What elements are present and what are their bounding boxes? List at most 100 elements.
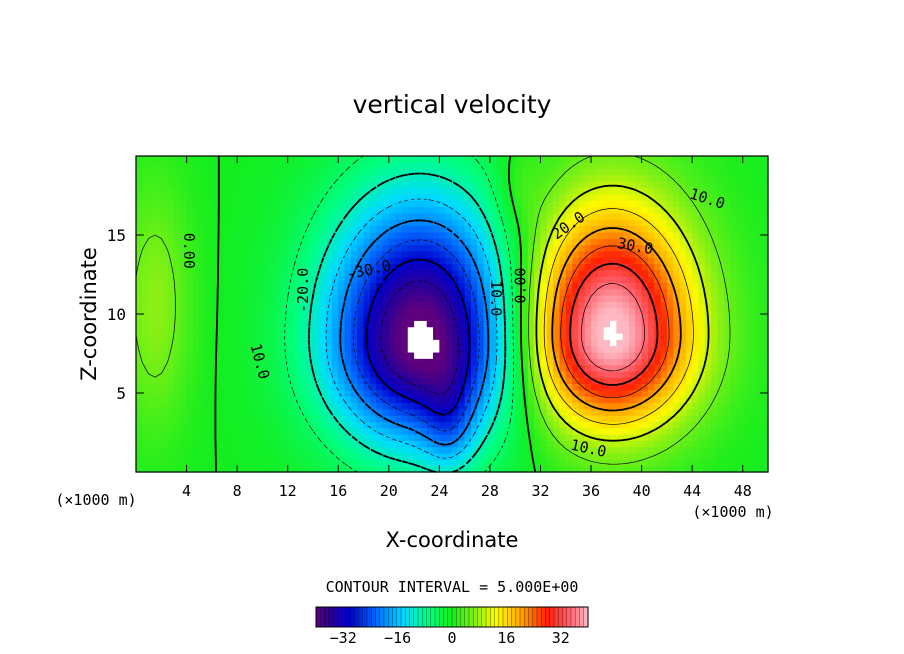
field-cell: [736, 288, 744, 296]
field-cell: [211, 295, 219, 302]
field-cell: [433, 370, 440, 378]
field-cell: [407, 206, 415, 214]
field-cell: [287, 358, 295, 366]
field-cell: [319, 320, 327, 328]
field-cell: [540, 288, 548, 296]
field-cell: [698, 250, 706, 258]
field-cell: [211, 231, 219, 239]
field-cell: [654, 307, 662, 315]
field-cell: [319, 427, 327, 435]
field-cell: [673, 415, 681, 423]
field-cell: [692, 421, 700, 429]
field-cell: [382, 320, 390, 328]
field-cell: [439, 320, 447, 328]
field-cell: [565, 301, 573, 309]
field-cell: [420, 250, 428, 258]
field-cell: [395, 402, 403, 410]
field-cell: [407, 162, 415, 170]
field-cell: [369, 377, 377, 385]
field-cell: [628, 358, 636, 366]
field-cell: [591, 402, 598, 410]
field-cell: [306, 250, 314, 258]
field-cell: [723, 295, 731, 302]
field-cell: [622, 231, 630, 239]
field-cell: [572, 370, 579, 378]
field-cell: [572, 415, 579, 423]
field-cell: [382, 181, 390, 189]
field-cell: [730, 440, 737, 448]
field-cell: [736, 250, 744, 258]
field-cell: [237, 200, 245, 208]
field-cell: [489, 389, 497, 397]
field-cell: [294, 427, 301, 435]
field-cell: [230, 162, 238, 170]
field-cell: [673, 307, 681, 315]
field-cell: [350, 453, 358, 460]
field-cell: [559, 370, 567, 378]
field-cell: [647, 162, 655, 170]
field-cell: [230, 156, 238, 163]
field-cell: [414, 276, 421, 283]
field-cell: [287, 212, 295, 220]
field-cell: [325, 244, 333, 252]
field-cell: [489, 421, 497, 429]
field-cell: [243, 301, 251, 309]
field-cell: [534, 389, 542, 397]
field-cell: [433, 332, 440, 340]
field-cell: [148, 219, 156, 227]
field-cell: [161, 307, 169, 315]
field-cell: [489, 440, 497, 448]
field-cell: [300, 320, 308, 328]
field-cell: [173, 326, 181, 334]
field-cell: [616, 301, 624, 309]
field-cell: [167, 156, 175, 163]
field-cell: [654, 377, 662, 385]
field-cell: [761, 339, 769, 347]
field-cell: [622, 219, 630, 227]
field-cell: [180, 389, 188, 397]
field-cell: [382, 459, 390, 467]
field-cell: [641, 434, 649, 441]
field-cell: [749, 181, 756, 189]
field-cell: [622, 282, 630, 290]
field-cell: [502, 156, 510, 163]
field-cell: [622, 446, 630, 454]
field-cell: [363, 257, 371, 265]
field-cell: [199, 193, 207, 201]
field-cell: [717, 389, 725, 397]
field-cell: [616, 174, 624, 182]
field-cell: [742, 440, 750, 448]
field-cell: [502, 427, 510, 435]
field-cell: [306, 389, 314, 397]
field-cell: [622, 377, 630, 385]
field-cell: [426, 193, 434, 201]
field-cell: [243, 364, 251, 372]
field-cell: [647, 225, 655, 233]
field-cell: [376, 257, 384, 265]
field-cell: [660, 200, 668, 208]
field-cell: [749, 440, 756, 448]
field-cell: [319, 181, 327, 189]
field-cell: [319, 276, 327, 283]
field-cell: [312, 358, 320, 366]
field-cell: [407, 156, 415, 163]
field-cell: [173, 231, 181, 239]
field-cell: [407, 193, 415, 201]
field-cell: [553, 396, 561, 404]
field-cell: [230, 339, 238, 347]
field-cell: [161, 314, 169, 321]
field-cell: [698, 427, 706, 435]
field-cell: [237, 282, 245, 290]
field-cell: [584, 427, 592, 435]
field-cell: [167, 446, 175, 454]
field-cell: [205, 244, 213, 252]
field-cell: [154, 364, 162, 372]
field-cell: [275, 187, 282, 195]
field-cell: [363, 269, 371, 277]
field-cell: [256, 257, 263, 265]
field-cell: [230, 168, 238, 176]
field-cell: [192, 295, 200, 302]
field-cell: [641, 326, 649, 334]
field-cell: [230, 421, 238, 429]
field-cell: [711, 358, 719, 366]
